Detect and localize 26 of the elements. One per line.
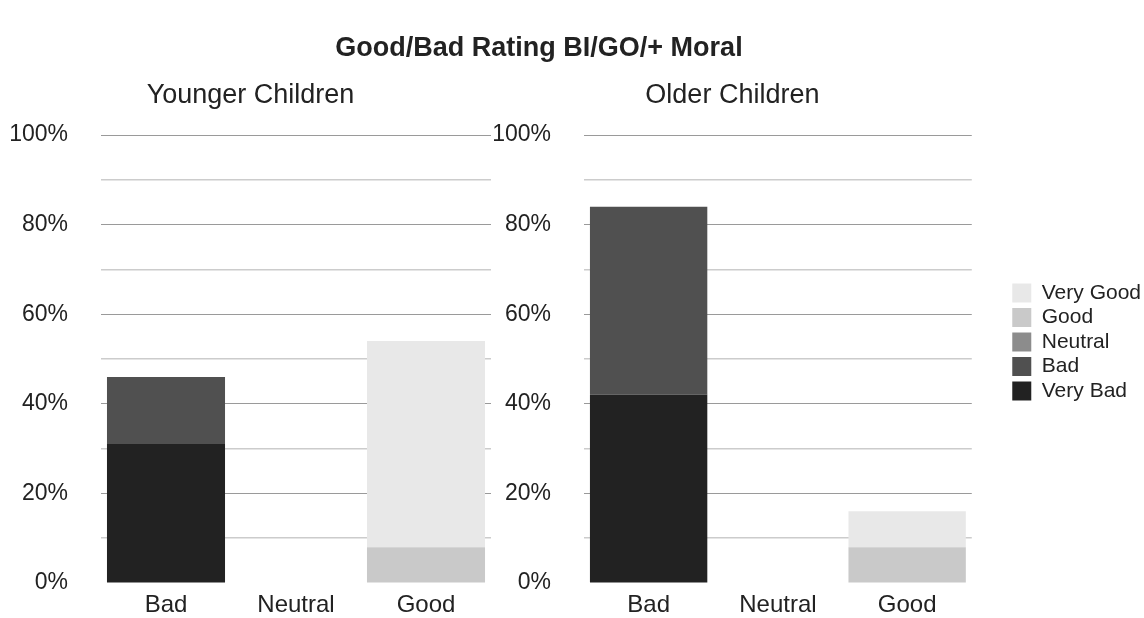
chart-title: Good/Bad Rating BI/GO/+ Moral — [334, 31, 744, 64]
legend-label: Bad — [1041, 353, 1080, 377]
legend-label: Good — [1041, 304, 1094, 328]
y-tick-label: 40% — [504, 389, 551, 416]
chart-subtitle: Younger Children — [146, 79, 355, 110]
x-tick-label: Neutral — [739, 590, 817, 618]
x-tick-label: Neutral — [257, 590, 335, 618]
legend-label: Very Bad — [1041, 377, 1128, 401]
y-tick-label: 80% — [21, 209, 68, 236]
y-tick-label: 100% — [9, 120, 68, 147]
x-tick-label: Good — [877, 590, 937, 618]
y-tick-label: 40% — [21, 389, 68, 416]
y-tick-label: 60% — [21, 299, 68, 326]
x-tick-label: Bad — [144, 590, 188, 618]
y-tick-label: 0% — [517, 568, 551, 595]
y-tick-label: 100% — [492, 120, 551, 147]
y-tick-label: 20% — [21, 478, 68, 505]
chart-subtitle: Older Children — [645, 79, 820, 110]
x-tick-label: Bad — [627, 590, 670, 618]
legend-label: Neutral — [1041, 328, 1110, 352]
y-tick-label: 60% — [504, 299, 551, 326]
legend-label: Very Good — [1041, 279, 1142, 303]
x-tick-label: Good — [396, 590, 456, 618]
y-tick-label: 20% — [504, 478, 551, 505]
y-tick-label: 0% — [34, 568, 68, 595]
y-tick-label: 80% — [504, 209, 551, 236]
